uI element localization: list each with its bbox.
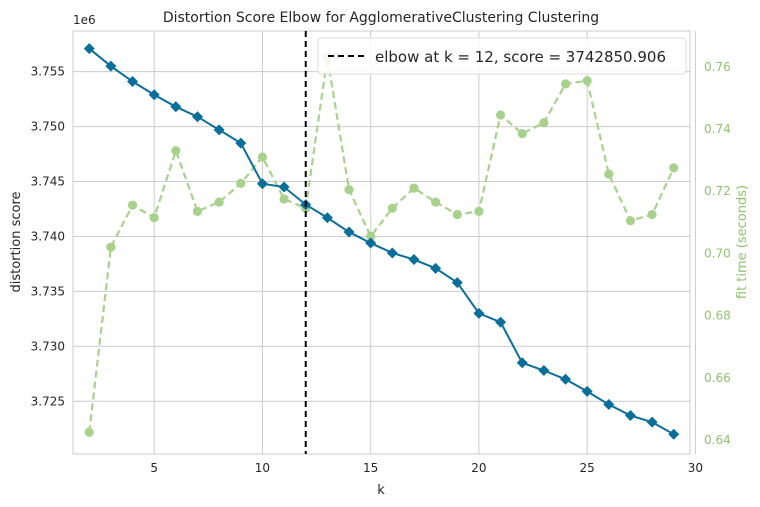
y-tick-label: 3.725 <box>31 394 65 408</box>
fit-time-point <box>366 231 376 241</box>
distortion-point <box>191 111 203 123</box>
fit-time-point <box>452 209 462 220</box>
fit-time-point <box>257 152 268 162</box>
distortion-point <box>278 181 290 193</box>
distortion-point <box>516 357 528 369</box>
distortion-point <box>603 399 615 411</box>
distortion-point <box>127 76 139 88</box>
y-tick-label: 3.735 <box>31 284 65 298</box>
y-offset-label: 1e6 <box>73 13 96 27</box>
distortion-point <box>646 416 658 428</box>
legend-box <box>317 37 687 75</box>
fit-time-point <box>236 178 246 189</box>
y2-tick-label: 0.64 <box>704 433 731 447</box>
fit-time-point <box>539 118 549 128</box>
legend: elbow at k = 12, score = 3742850.906 <box>317 37 687 75</box>
distortion-point <box>321 212 333 224</box>
fit-time-point <box>344 185 354 195</box>
x-tick-label: 5 <box>150 461 158 475</box>
x-tick-label: 25 <box>580 461 595 475</box>
distortion-point <box>408 254 420 266</box>
distortion-point <box>105 60 117 72</box>
x-tick-label: 20 <box>471 461 486 475</box>
y2-tick-label: 0.74 <box>704 122 731 136</box>
distortion-point <box>213 124 225 136</box>
fit-time-point <box>149 213 159 223</box>
distortion-point <box>148 89 160 101</box>
fit-time-point <box>127 200 138 210</box>
fit-time-point <box>517 129 527 139</box>
fit-time-series <box>84 52 679 437</box>
fit-time-point <box>582 76 592 86</box>
plot-frame <box>72 30 691 455</box>
y2-tick-label: 0.68 <box>704 309 731 323</box>
y-tick-label: 3.755 <box>31 65 65 79</box>
x-tick-label: 10 <box>255 461 270 475</box>
fit-time-point <box>495 110 506 120</box>
y-tick-label: 3.750 <box>31 120 65 134</box>
distortion-point <box>430 262 442 274</box>
fit-time-point <box>625 216 636 226</box>
y-axis-ticks: 3.725 3.730 3.735 3.740 3.745 3.750 3.755 <box>31 65 65 409</box>
distortion-point <box>170 101 182 113</box>
x-tick-label: 15 <box>363 461 378 475</box>
distortion-point <box>624 410 636 422</box>
distortion-point <box>581 385 593 397</box>
x-axis-ticks: 5 10 15 20 25 30 <box>150 461 703 475</box>
plot-background <box>73 31 690 454</box>
y2-tick-label: 0.72 <box>704 184 731 198</box>
distortion-point <box>495 316 507 328</box>
y2-axis-ticks: 0.64 0.66 0.68 0.70 0.72 0.74 0.76 <box>704 60 731 447</box>
fit-time-point <box>474 206 484 216</box>
distortion-point <box>560 373 572 385</box>
legend-label: elbow at k = 12, score = 3742850.906 <box>375 48 666 66</box>
distortion-point <box>235 137 247 149</box>
x-tick-label: 30 <box>688 461 703 475</box>
y2-tick-label: 0.66 <box>704 371 731 385</box>
y-axis-title: distortion score <box>9 192 24 293</box>
fit-time-point <box>560 79 571 89</box>
distortion-point <box>538 364 550 376</box>
distortion-point <box>386 247 398 259</box>
fit-time-point <box>647 209 657 220</box>
y2-axis-title: fit time (seconds) <box>735 185 750 299</box>
fit-time-point <box>192 206 203 216</box>
fit-time-point <box>279 194 289 204</box>
y-tick-label: 3.745 <box>31 175 65 189</box>
x-axis-title: k <box>377 483 385 498</box>
fit-time-point <box>409 183 419 193</box>
y-tick-label: 3.740 <box>31 229 65 243</box>
fit-time-point <box>387 203 397 213</box>
fit-time-point <box>431 197 441 207</box>
distortion-point <box>343 226 355 238</box>
fit-time-line <box>88 57 675 433</box>
y2-tick-label: 0.70 <box>704 246 731 260</box>
y2-tick-label: 0.76 <box>704 60 731 74</box>
chart-title: Distortion Score Elbow for Agglomerative… <box>163 10 599 26</box>
distortion-point <box>365 237 377 249</box>
fit-time-point <box>669 163 679 173</box>
fit-time-point <box>84 427 94 437</box>
distortion-point <box>473 307 485 319</box>
distortion-point <box>451 277 463 289</box>
fit-time-point <box>106 242 116 252</box>
y-tick-label: 3.730 <box>31 339 65 353</box>
distortion-point <box>83 43 95 55</box>
fit-time-point <box>214 197 224 207</box>
distortion-line <box>88 47 675 436</box>
distortion-point <box>668 428 680 440</box>
distortion-series <box>83 43 680 440</box>
fit-time-point <box>171 146 181 156</box>
fit-time-point <box>604 169 614 179</box>
distortion-point <box>256 178 268 190</box>
